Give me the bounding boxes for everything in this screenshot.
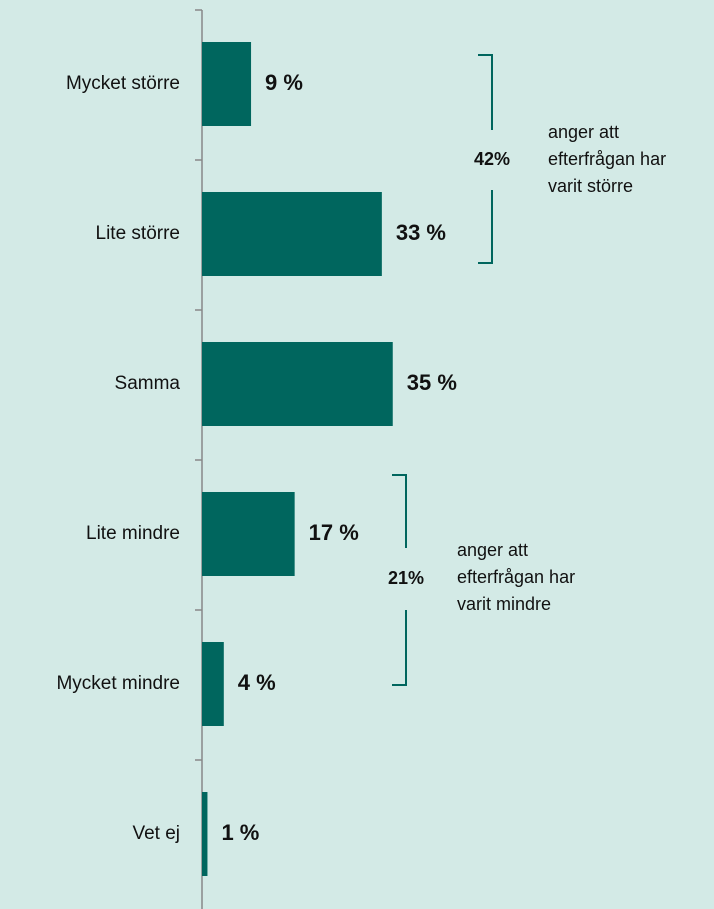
- annotation-text: efterfrågan har: [548, 149, 666, 169]
- category-label: Lite mindre: [86, 523, 180, 544]
- annotation-text: anger att: [548, 122, 619, 142]
- value-label: 35 %: [407, 370, 457, 395]
- bracket: [392, 474, 407, 686]
- value-label: 9 %: [265, 70, 303, 95]
- annotation-text: efterfrågan har: [457, 567, 575, 587]
- category-label: Lite större: [96, 223, 180, 244]
- category-label: Mycket större: [66, 73, 180, 94]
- bar: [202, 42, 252, 126]
- annotation-text: anger att: [457, 540, 528, 560]
- category-label: Samma: [115, 373, 181, 394]
- annotation-value: 21%: [388, 568, 424, 588]
- bar: [202, 492, 295, 576]
- bracket: [478, 54, 493, 264]
- bar: [202, 792, 208, 876]
- bar: [202, 192, 382, 276]
- category-label: Mycket mindre: [56, 673, 180, 694]
- value-label: 17 %: [309, 520, 359, 545]
- value-label: 33 %: [396, 220, 446, 245]
- annotation-value: 42%: [474, 149, 510, 169]
- value-label: 4 %: [238, 670, 276, 695]
- value-label: 1 %: [221, 820, 259, 845]
- annotation-text: varit mindre: [457, 594, 551, 614]
- annotation-text: varit större: [548, 176, 633, 196]
- bar: [202, 642, 224, 726]
- bar: [202, 342, 393, 426]
- category-label: Vet ej: [132, 823, 180, 844]
